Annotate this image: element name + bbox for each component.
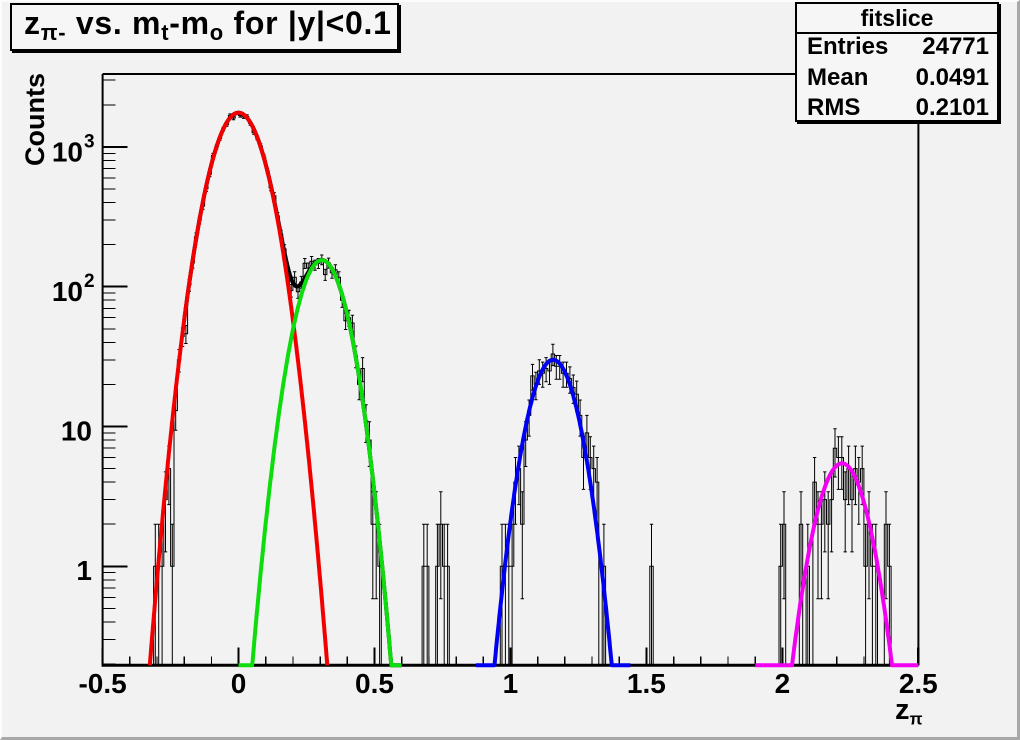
svg-text:Counts: Counts [20, 73, 50, 166]
svg-text:10: 10 [61, 416, 92, 447]
svg-text:1: 1 [76, 555, 92, 586]
svg-text:1.5: 1.5 [627, 668, 666, 699]
svg-text:2: 2 [775, 668, 791, 699]
svg-text:zπ: zπ [895, 694, 923, 729]
svg-text:10: 10 [52, 136, 83, 167]
svg-text:2.5: 2.5 [899, 668, 938, 699]
svg-text:2: 2 [84, 271, 95, 292]
svg-text:0.5: 0.5 [355, 668, 394, 699]
svg-text:3: 3 [84, 131, 95, 152]
svg-text:-0.5: -0.5 [78, 668, 126, 699]
svg-text:10: 10 [52, 276, 83, 307]
svg-text:1: 1 [503, 668, 519, 699]
svg-text:0: 0 [231, 668, 247, 699]
